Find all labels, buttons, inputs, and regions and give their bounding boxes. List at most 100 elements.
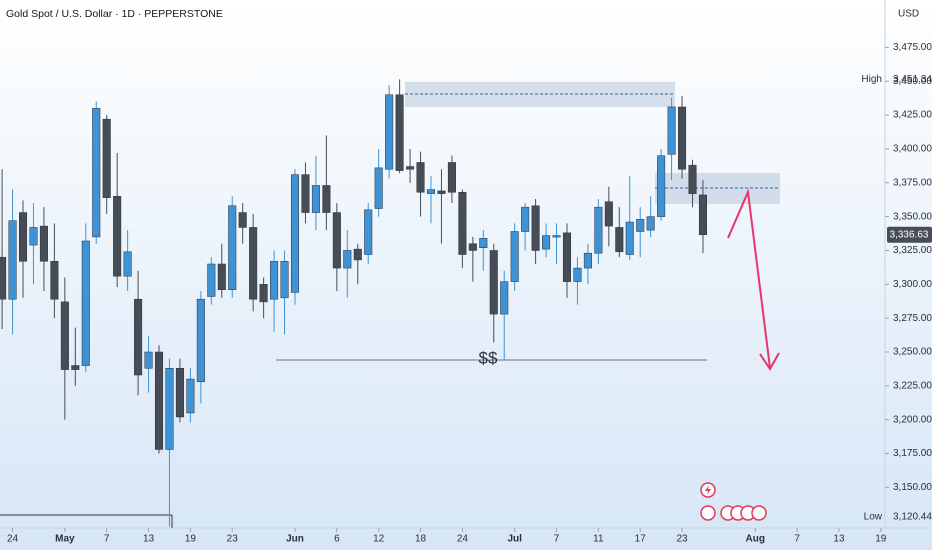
candle-body <box>594 206 603 254</box>
candle-body <box>39 225 48 262</box>
y-tick-label: 3,250.00 <box>893 347 932 358</box>
candle-body <box>186 378 195 414</box>
y-tick-label: 3,325.00 <box>893 245 932 256</box>
candle-body <box>238 212 247 228</box>
y-tick-label: 3,175.00 <box>893 448 932 459</box>
candle <box>134 270 143 396</box>
candle <box>479 230 488 271</box>
candle <box>259 277 268 319</box>
candle <box>489 243 498 343</box>
candle-body <box>562 232 572 282</box>
candle <box>510 223 519 292</box>
candle <box>311 155 320 231</box>
chart-title: Gold Spot / U.S. Dollar · 1D · PEPPERSTO… <box>6 8 223 20</box>
candle <box>123 230 132 292</box>
candle-body <box>270 261 279 300</box>
candle-body <box>542 235 551 250</box>
y-tick-label: 3,225.00 <box>893 380 932 391</box>
candle-body <box>71 365 80 370</box>
candle-body <box>322 185 331 213</box>
candle <box>343 230 352 298</box>
y-tick-label: 3,425.00 <box>893 110 932 121</box>
candle <box>280 250 289 335</box>
candle-body <box>688 164 697 194</box>
event-icon <box>705 485 711 495</box>
candle <box>50 223 59 319</box>
x-tick-label: 23 <box>227 534 239 545</box>
candle <box>688 159 697 208</box>
last-price-label: 3,336.63 <box>890 229 929 240</box>
candle-body <box>196 298 205 383</box>
y-tick-label: 3,350.00 <box>893 211 932 222</box>
arrow <box>727 188 780 371</box>
candle <box>102 115 111 214</box>
y-tick-label: 3,200.00 <box>893 414 932 425</box>
candle-body <box>500 281 509 315</box>
candle-body <box>175 367 184 418</box>
x-tick-label: 13 <box>143 534 155 545</box>
candle-body <box>468 243 477 251</box>
arrow-head <box>759 352 780 371</box>
candle-body <box>0 256 7 300</box>
candle-body <box>123 251 132 277</box>
candle-body <box>406 166 415 170</box>
candle <box>385 85 394 179</box>
candle <box>594 199 603 264</box>
candle <box>521 203 530 251</box>
candle-body <box>573 267 582 282</box>
candle <box>154 345 164 454</box>
candle-body <box>154 351 164 450</box>
y-tick-label: 3,300.00 <box>893 279 932 290</box>
candle-body <box>521 206 530 232</box>
candle <box>625 176 634 260</box>
low-marker-label: Low <box>864 512 883 523</box>
candle <box>270 250 279 332</box>
candle <box>39 207 48 292</box>
high-marker-value: 3,451.34 <box>893 74 932 85</box>
x-tick-label: 7 <box>554 534 560 545</box>
candle <box>573 257 582 305</box>
candle <box>175 358 184 423</box>
candle <box>332 203 341 292</box>
candle-body <box>364 209 373 255</box>
x-tick-label: Jul <box>507 534 522 545</box>
candle <box>322 135 331 231</box>
candle <box>113 152 122 288</box>
x-tick-label: 19 <box>875 534 887 545</box>
candle <box>8 189 17 335</box>
candle <box>447 155 456 204</box>
candle <box>562 223 572 298</box>
candle-body <box>217 263 226 290</box>
x-tick-label: 13 <box>833 534 845 545</box>
candle <box>615 207 624 258</box>
candle-body <box>228 205 237 290</box>
candle <box>29 203 38 285</box>
y-tick-label: 3,150.00 <box>893 482 932 493</box>
candle <box>604 186 613 247</box>
arrow-path <box>727 188 771 369</box>
candle <box>217 243 226 298</box>
x-tick-label: 24 <box>7 534 19 545</box>
candle-body <box>332 212 341 269</box>
candle <box>426 176 436 224</box>
candle <box>698 180 707 254</box>
candle-body <box>657 155 666 217</box>
x-tick-label: Jun <box>286 534 304 545</box>
candle-body <box>301 174 310 213</box>
candle <box>238 203 247 244</box>
x-tick-label: 12 <box>373 534 385 545</box>
y-tick-label: 3,375.00 <box>893 177 932 188</box>
candle-body <box>489 250 498 315</box>
candle <box>0 169 7 329</box>
candle-body <box>385 94 394 170</box>
candle-body <box>259 284 268 303</box>
candle <box>500 270 509 361</box>
candle <box>144 335 153 393</box>
candle-body <box>510 231 519 282</box>
events <box>700 482 767 521</box>
candle <box>583 243 592 285</box>
high-marker-label: High <box>861 74 882 85</box>
candle <box>364 203 373 264</box>
event-icon <box>751 505 767 521</box>
